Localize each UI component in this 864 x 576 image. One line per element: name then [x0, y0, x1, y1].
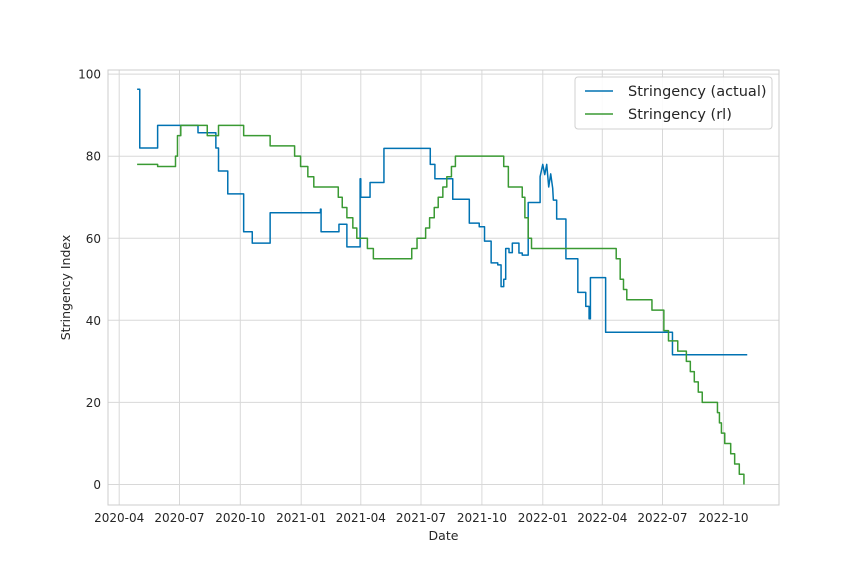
y-axis-label: Stringency Index — [58, 235, 73, 341]
x-tick-label: 2020-07 — [154, 511, 204, 525]
x-tick-label: 2020-04 — [94, 511, 144, 525]
x-tick-label: 2022-07 — [637, 511, 687, 525]
x-axis: 2020-04 2020-07 2020-10 2021-01 2021-04 2021-… — [94, 511, 748, 525]
plot-frame — [107, 69, 780, 506]
x-tick-label: 2021-01 — [276, 511, 326, 525]
y-axis: 0 20 40 60 80 100 — [78, 68, 101, 492]
legend-box — [574, 76, 773, 130]
legend-label-rl: Stringency (rl) — [628, 107, 732, 123]
legend: Stringency (actual) Stringency (rl) — [574, 76, 773, 130]
x-tick-label: 2022-04 — [577, 511, 627, 525]
y-tick-label: 80 — [86, 150, 101, 164]
y-tick-label: 60 — [86, 232, 101, 246]
legend-label-actual: Stringency (actual) — [628, 84, 767, 100]
x-axis-label: Date — [429, 528, 459, 543]
series-layer — [137, 88, 748, 485]
x-tick-label: 2021-10 — [457, 511, 507, 525]
plot-area — [108, 70, 779, 505]
x-tick-label: 2020-10 — [215, 511, 265, 525]
series-line-actual — [137, 88, 748, 356]
series-line-rl — [137, 124, 745, 485]
x-tick-label: 2022-01 — [518, 511, 568, 525]
y-tick-label: 0 — [93, 478, 101, 492]
x-tick-label: 2021-07 — [396, 511, 446, 525]
y-tick-label: 20 — [86, 396, 101, 410]
x-tick-label: 2022-10 — [698, 511, 748, 525]
x-tick-label: 2021-04 — [336, 511, 386, 525]
y-tick-label: 40 — [86, 314, 101, 328]
y-tick-label: 100 — [78, 68, 101, 82]
